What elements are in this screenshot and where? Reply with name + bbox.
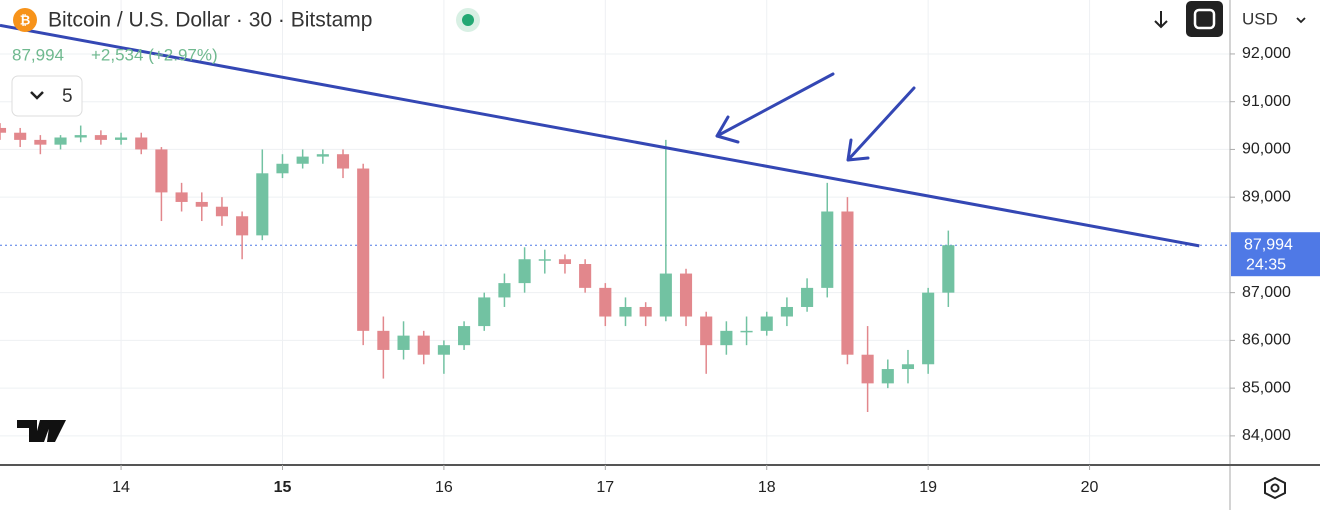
candle-body [256,173,269,236]
axes: 84,000 85,000 86,000 87,000 89,000 90,000 91,0… [112,45,1291,496]
coin-icon [13,8,37,32]
candle-body [276,163,289,174]
candle-body [14,132,27,140]
coin-symbol: ₿ [20,12,31,27]
price-tag [1231,232,1320,277]
candle-body [296,156,309,164]
currency[interactable]: USD [1242,9,1278,28]
candle-body [518,259,531,284]
arrow [715,72,835,144]
candle-body [720,330,733,346]
candle-body [942,245,955,293]
candle-body [34,139,47,145]
candle-body [599,287,612,317]
arrows [715,72,916,162]
price-tag-value: 87,994 [1244,236,1293,253]
candle-body [579,264,592,288]
candle-body [740,330,753,333]
fullscreen-button[interactable] [1186,1,1223,37]
settings-button[interactable] [1264,476,1286,500]
y-tick-label: 86,000 [1242,332,1291,349]
price-change: +2,534 (+2.97%) [91,45,218,64]
logo [17,420,66,442]
status-dot [462,14,474,26]
arrow [846,86,916,162]
candle-body [336,154,350,169]
candle-body [236,216,249,236]
grid [0,0,1230,465]
x-tick-label: 14 [112,479,130,496]
candle-body [700,316,713,346]
x-tick-label: 15 [274,479,292,496]
y-tick-label: 85,000 [1242,379,1291,396]
candle-body [922,292,935,365]
candle-body [417,335,430,355]
candle-body [115,137,128,140]
x-tick-label: 18 [758,479,776,496]
candle-body [135,137,148,150]
download-button[interactable] [1154,11,1168,29]
indicator-toggle[interactable] [11,75,83,117]
candle-body [881,369,894,384]
candle-body [155,149,168,193]
candle-body [821,211,834,288]
candle-body [901,364,915,370]
candle-body [215,206,229,217]
x-tick-label: 20 [1081,479,1099,496]
symbol-title: Bitcoin / U.S. Dollar · 30 · Bitstamp [48,9,372,32]
candle-body [619,306,632,317]
candle-body [458,326,471,346]
x-tick-label: 17 [596,479,614,496]
chevron [30,91,44,100]
candle-body [801,287,814,307]
candle-body [94,135,107,140]
currency-chevron [1296,17,1306,24]
candle-body [357,168,370,331]
candle-body [538,259,551,261]
candle-body [760,316,773,331]
y-tick-label: 92,000 [1242,45,1291,62]
candle-body [377,330,390,350]
candle-body [397,335,410,350]
logo-dot [40,420,50,430]
fullscreen-icon [1193,8,1216,30]
candle-body [437,345,450,355]
x-tick-label: 16 [435,479,453,496]
y-tick-label: 90,000 [1242,141,1291,158]
candle-body [0,127,7,133]
candle-body [54,137,67,145]
candle-body [175,192,188,202]
candle-body [558,259,572,265]
last-price: 87,994 [12,45,64,64]
y-tick-label: 87,000 [1242,284,1291,301]
candle-body [498,283,511,298]
countdown: 24:35 [1246,256,1286,273]
plot [0,23,1230,413]
candle-body [316,154,329,157]
candle-body [679,273,693,317]
y-tick-label: 84,000 [1242,427,1291,444]
y-tick-label: 91,000 [1242,93,1291,110]
candle-body [195,201,208,207]
indicator-count[interactable]: 5 [62,86,73,107]
candle-body [74,135,87,138]
candle-body [639,306,652,317]
trendline [0,23,1200,248]
candle-body [861,354,874,384]
candle-body [478,297,491,327]
x-tick-label: 19 [919,479,937,496]
settings-icon [1270,483,1280,493]
candle-body [780,306,793,317]
candle-body [659,273,672,317]
y-tick-label: 89,000 [1242,188,1291,205]
candle-body [841,211,854,355]
